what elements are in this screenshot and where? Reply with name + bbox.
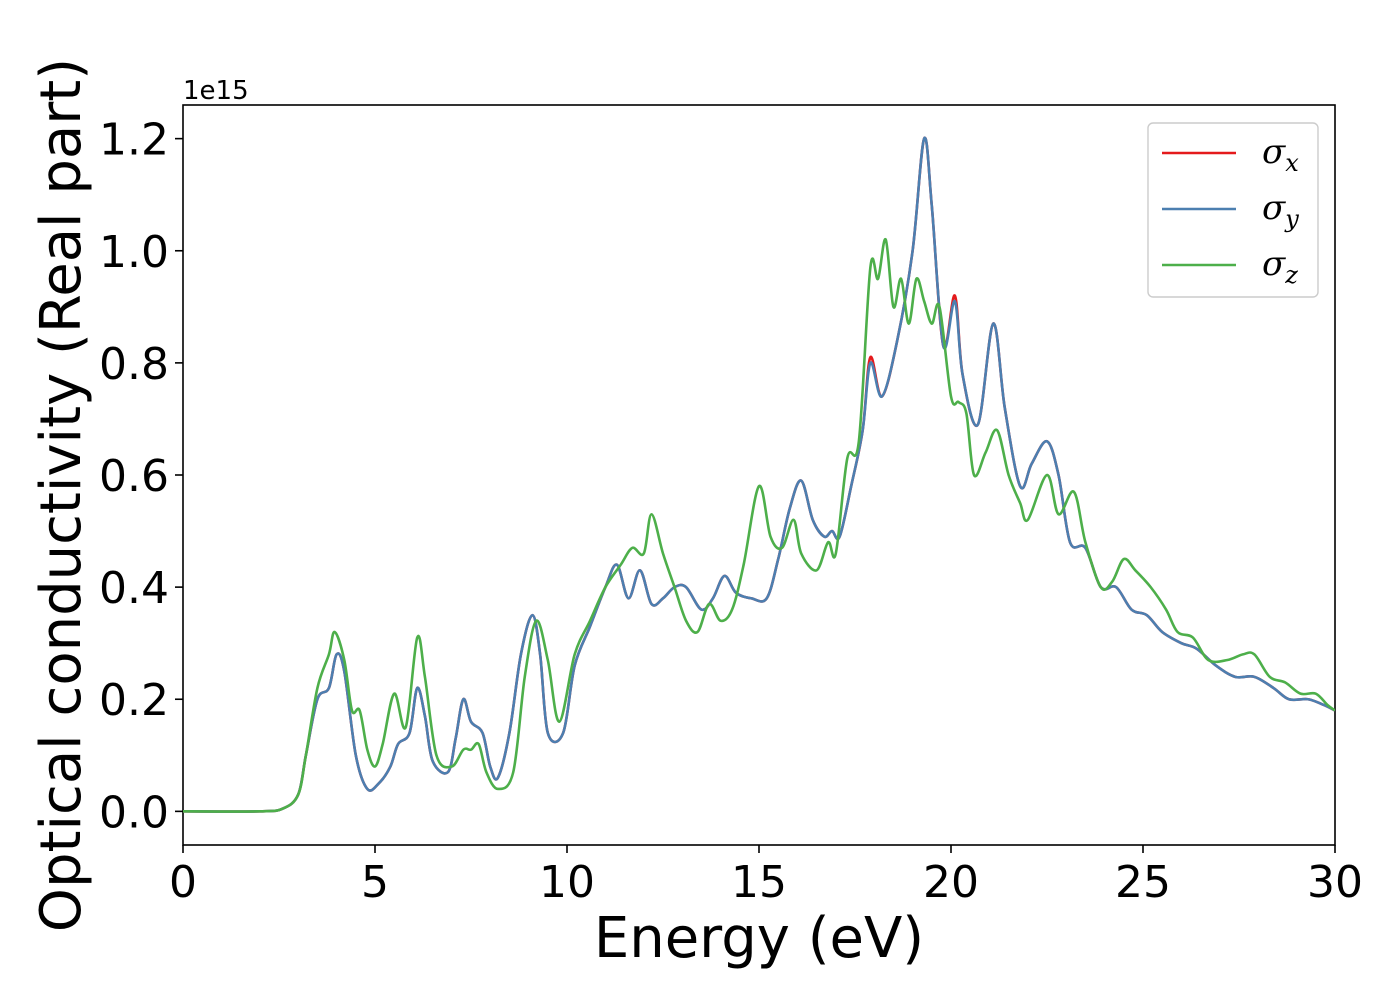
series-line-sigma-y [183, 136, 1335, 813]
x-tick-label: 5 [361, 857, 389, 908]
y-axis-label: Optical conductivity (Real part) [29, 58, 94, 932]
y-offset-label: 1e15 [183, 76, 249, 106]
legend-label-sigma-z: σz [1262, 244, 1298, 289]
x-axis-label: Energy (eV) [594, 906, 924, 971]
y-tick-label: 1.0 [99, 227, 169, 278]
x-tick-label: 20 [923, 857, 979, 908]
y-axis: 0.0 0.2 0.4 0.6 0.8 1.0 1.2 [99, 115, 183, 838]
x-tick-label: 10 [539, 857, 595, 908]
y-tick-label: 0.8 [99, 339, 169, 390]
x-tick-label: 30 [1307, 857, 1363, 908]
y-tick-label: 1.2 [99, 115, 169, 166]
x-tick-label: 15 [731, 857, 787, 908]
series-line-sigma-z [183, 238, 1335, 813]
x-tick-label: 0 [169, 857, 197, 908]
y-tick-label: 0.6 [99, 451, 169, 502]
y-tick-label: 0.2 [99, 675, 169, 726]
x-tick-label: 25 [1115, 857, 1171, 908]
y-tick-label: 0.4 [99, 563, 169, 614]
series-layer [183, 136, 1335, 813]
x-axis: 0 5 10 15 20 25 30 [169, 845, 1363, 908]
y-tick-label: 0.0 [99, 787, 169, 838]
